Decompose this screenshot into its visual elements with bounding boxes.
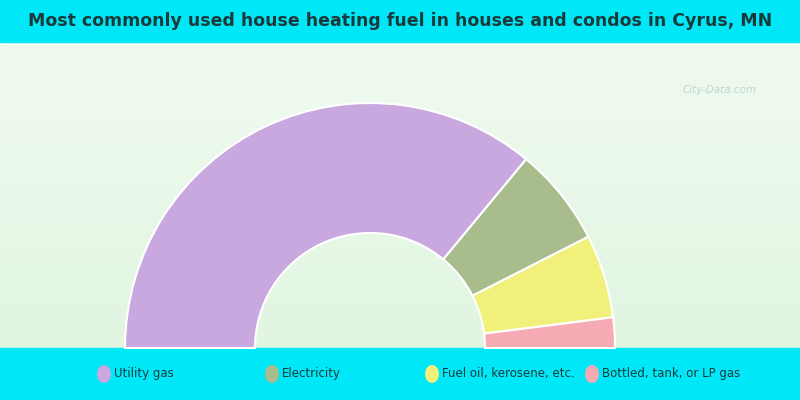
Text: City-Data.com: City-Data.com bbox=[683, 85, 757, 95]
Ellipse shape bbox=[585, 365, 599, 383]
Text: Bottled, tank, or LP gas: Bottled, tank, or LP gas bbox=[602, 368, 740, 380]
Text: Fuel oil, kerosene, etc.: Fuel oil, kerosene, etc. bbox=[442, 368, 574, 380]
Ellipse shape bbox=[265, 365, 279, 383]
Text: Electricity: Electricity bbox=[282, 368, 341, 380]
Bar bbox=[0, 348, 800, 400]
Wedge shape bbox=[443, 159, 588, 296]
Ellipse shape bbox=[425, 365, 439, 383]
Ellipse shape bbox=[97, 365, 111, 383]
Wedge shape bbox=[125, 103, 526, 348]
Wedge shape bbox=[473, 237, 613, 334]
Bar bbox=[0, 0, 800, 42]
Wedge shape bbox=[484, 317, 615, 348]
Text: Utility gas: Utility gas bbox=[114, 368, 174, 380]
Text: Most commonly used house heating fuel in houses and condos in Cyrus, MN: Most commonly used house heating fuel in… bbox=[28, 12, 772, 30]
